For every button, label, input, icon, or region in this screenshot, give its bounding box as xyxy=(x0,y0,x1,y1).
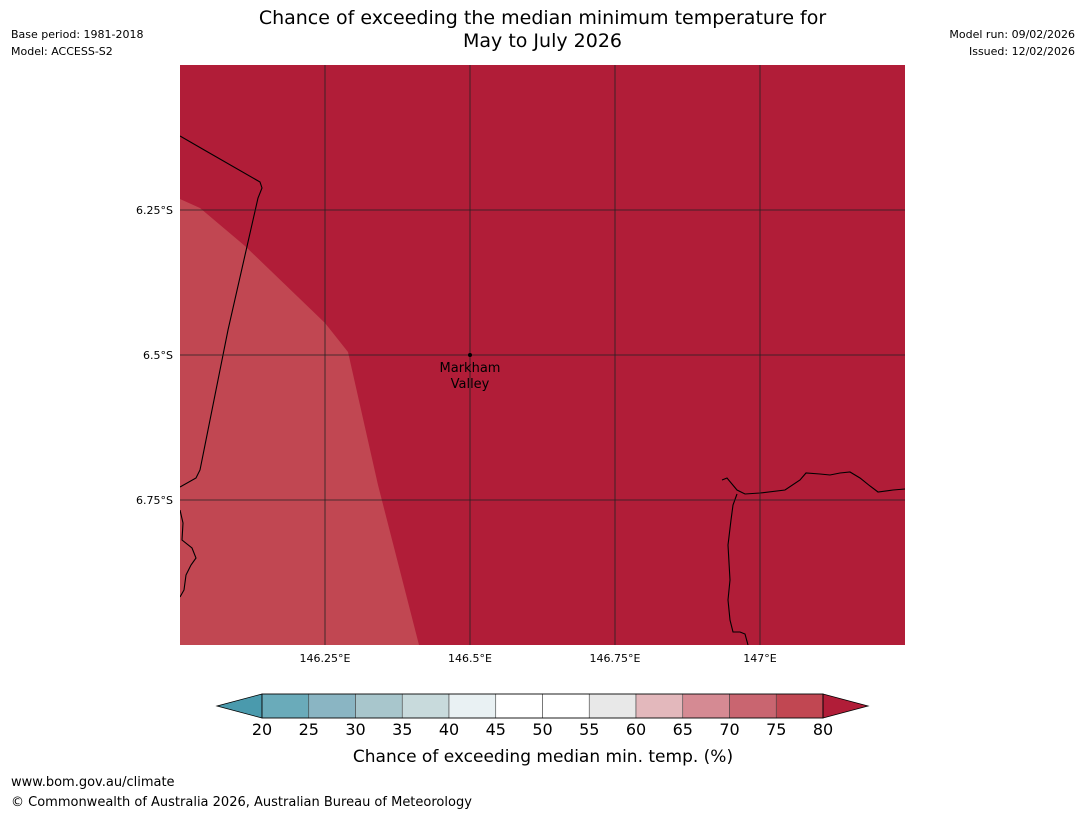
map-panel xyxy=(180,65,905,645)
colorbar-tick-label: 60 xyxy=(626,720,646,739)
model-run: Model run: 09/02/2026 xyxy=(949,28,1075,41)
colorbar-legend: 20 25 30 35 40 45 50 55 60 65 70 75 80 xyxy=(215,693,870,739)
place-label-line-2: Valley xyxy=(451,377,490,392)
colorbar-swatch xyxy=(495,693,543,719)
lon-tick-label: 147°E xyxy=(743,652,776,665)
east-coastline xyxy=(721,471,905,495)
colorbar-tick-label: 70 xyxy=(719,720,739,739)
colorbar-swatch xyxy=(729,693,777,719)
colorbar-swatch xyxy=(542,693,590,719)
colorbar-low-extend xyxy=(215,693,263,719)
colorbar-tick-label: 30 xyxy=(345,720,365,739)
colorbar-tick-label: 65 xyxy=(673,720,693,739)
colorbar-tick-label: 25 xyxy=(299,720,319,739)
colorbar-tick-label: 20 xyxy=(252,720,272,739)
footer-copyright: © Commonwealth of Australia 2026, Austra… xyxy=(11,795,472,810)
colorbar-label: Chance of exceeding median min. temp. (%… xyxy=(353,747,733,767)
colorbar-tick-label: 55 xyxy=(579,720,599,739)
footer-url: www.bom.gov.au/climate xyxy=(11,775,175,790)
colorbar-frame xyxy=(261,693,824,719)
meta-right: Model run: 09/02/2026 Issued: 12/02/2026 xyxy=(949,26,1075,60)
colorbar-tick-label: 50 xyxy=(532,720,552,739)
lat-tick-label: 6.25°S xyxy=(136,204,173,217)
colorbar-tick-label: 80 xyxy=(813,720,833,739)
place-label-line-1: Markham xyxy=(440,361,501,376)
lon-tick-label: 146.25°E xyxy=(300,652,351,665)
axis-labels: 6.25°S 6.5°S 6.75°S 146.25°E 146.5°E 146… xyxy=(136,204,777,665)
lon-tick-label: 146.75°E xyxy=(590,652,641,665)
colorbar-tick-label: 40 xyxy=(439,720,459,739)
colorbar-high-extend xyxy=(822,693,870,719)
title-line-2: May to July 2026 xyxy=(463,30,622,52)
colorbar-swatch xyxy=(635,693,684,719)
map-title: Chance of exceeding the median minimum t… xyxy=(200,7,885,53)
model-name: Model: ACCESS-S2 xyxy=(11,45,113,58)
lon-tick-label: 146.5°E xyxy=(448,652,492,665)
south-coastline xyxy=(727,493,749,645)
colorbar-tick-label: 45 xyxy=(486,720,506,739)
border-line xyxy=(180,135,263,488)
west-coastline xyxy=(180,509,197,598)
lat-tick-label: 6.5°S xyxy=(143,349,173,362)
colorbar-tick-label: 35 xyxy=(392,720,412,739)
title-line-1: Chance of exceeding the median minimum t… xyxy=(258,7,827,29)
colorbar-swatch xyxy=(588,693,637,719)
colorbar-swatch xyxy=(355,693,403,719)
colorbar-swatch xyxy=(682,693,730,719)
graticule xyxy=(180,65,905,645)
base-period: Base period: 1981-2018 xyxy=(11,28,144,41)
colorbar-swatch xyxy=(448,693,497,719)
region-75-80 xyxy=(180,199,419,645)
colorbar-tick-label: 75 xyxy=(766,720,786,739)
lat-tick-label: 6.75°S xyxy=(136,494,173,507)
colorbar-swatch xyxy=(261,693,310,719)
meta-left: Base period: 1981-2018 Model: ACCESS-S2 xyxy=(11,26,143,60)
colorbar-swatch xyxy=(308,693,356,719)
coastlines xyxy=(180,135,905,645)
place-marker xyxy=(468,353,472,357)
colorbar-swatch xyxy=(401,693,450,719)
colorbar-swatch xyxy=(775,693,824,719)
issued-date: Issued: 12/02/2026 xyxy=(968,45,1075,58)
